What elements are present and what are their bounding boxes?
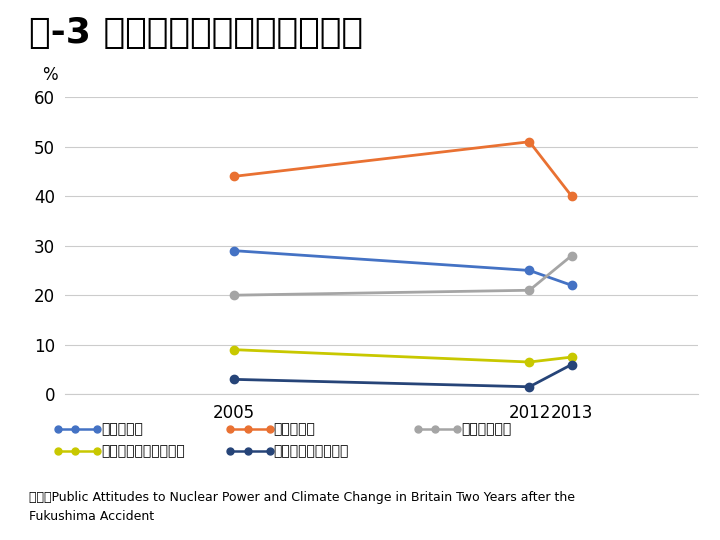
- Text: 図-3 気候変動問題への懸念比率: 図-3 気候変動問題への懸念比率: [29, 16, 363, 50]
- Text: 非常に心配: 非常に心配: [101, 422, 143, 436]
- Text: %: %: [42, 66, 58, 84]
- Text: 出所：Public Attitudes to Nuclear Power and Climate Change in Britain Two Years aft: 出所：Public Attitudes to Nuclear Power and…: [29, 491, 575, 504]
- Text: 全く心配していない: 全く心配していない: [274, 444, 349, 458]
- Text: あまり心配していない: あまり心配していない: [101, 444, 184, 458]
- Text: かなり心配: かなり心配: [274, 422, 315, 436]
- Text: Fukushima Accident: Fukushima Accident: [29, 510, 154, 523]
- Text: 分からない他: 分からない他: [461, 422, 511, 436]
